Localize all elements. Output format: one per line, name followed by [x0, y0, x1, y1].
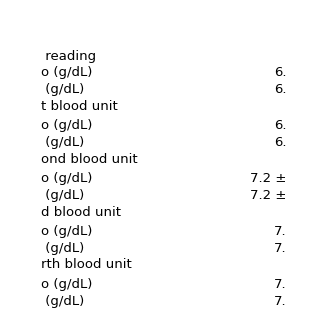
Text: d blood unit: d blood unit	[41, 205, 121, 219]
Text: 7.2 ±: 7.2 ±	[250, 172, 287, 185]
Text: o (g/dL): o (g/dL)	[41, 172, 92, 185]
Text: 7.: 7.	[274, 278, 287, 291]
Text: 7.: 7.	[274, 242, 287, 255]
Text: 7.: 7.	[274, 225, 287, 238]
Text: o (g/dL): o (g/dL)	[41, 119, 92, 132]
Text: (g/dL): (g/dL)	[41, 242, 84, 255]
Text: 6.: 6.	[274, 83, 287, 96]
Text: o (g/dL): o (g/dL)	[41, 278, 92, 291]
Text: 6.: 6.	[274, 119, 287, 132]
Text: (g/dL): (g/dL)	[41, 295, 84, 308]
Text: o (g/dL): o (g/dL)	[41, 67, 92, 79]
Text: 7.2 ±: 7.2 ±	[250, 189, 287, 202]
Text: t blood unit: t blood unit	[41, 100, 118, 113]
Text: (g/dL): (g/dL)	[41, 83, 84, 96]
Text: ond blood unit: ond blood unit	[41, 153, 138, 165]
Text: (g/dL): (g/dL)	[41, 136, 84, 149]
Text: reading: reading	[41, 50, 96, 63]
Text: 7.: 7.	[274, 295, 287, 308]
Text: 6.: 6.	[274, 136, 287, 149]
Text: (g/dL): (g/dL)	[41, 189, 84, 202]
Text: 6.: 6.	[274, 67, 287, 79]
Text: o (g/dL): o (g/dL)	[41, 225, 92, 238]
Text: rth blood unit: rth blood unit	[41, 259, 132, 271]
